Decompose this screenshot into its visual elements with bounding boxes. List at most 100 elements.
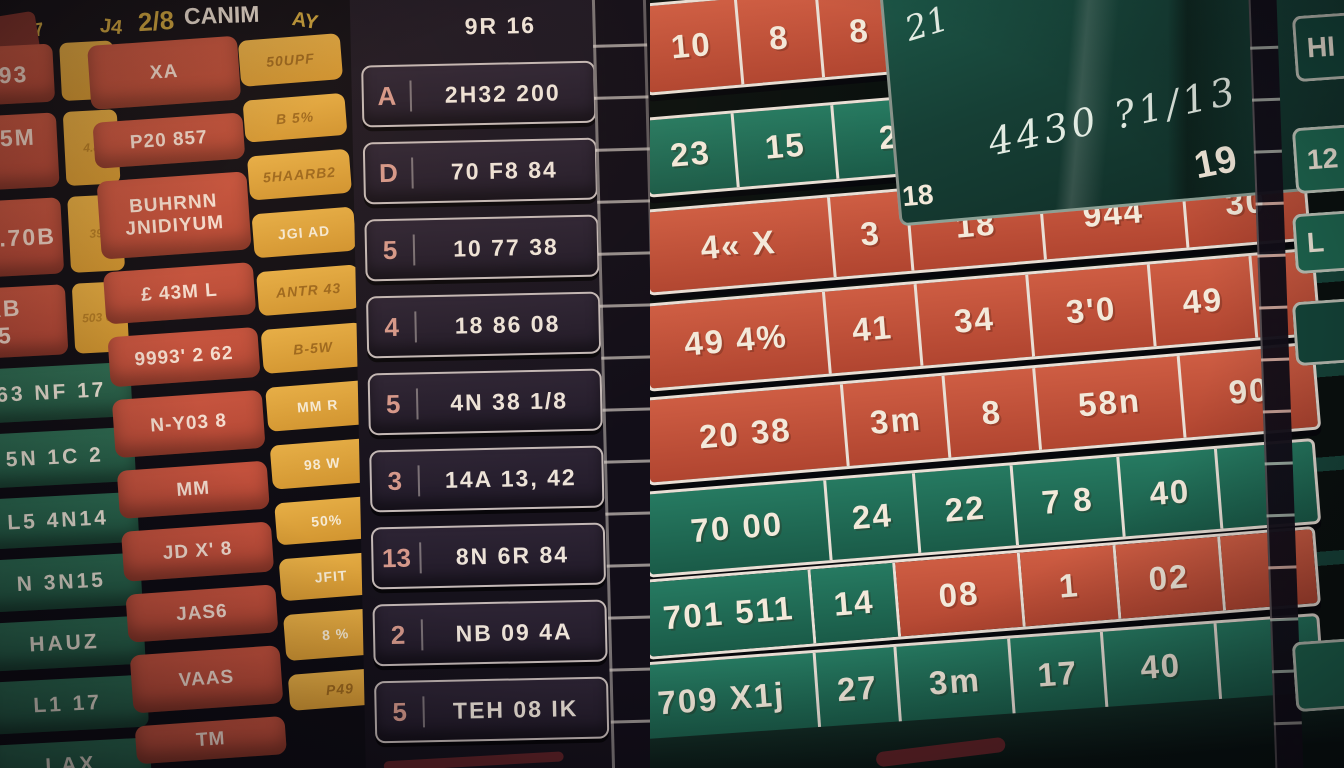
header-scribble: 2/8 — [136, 4, 176, 38]
header-scribble: CANIM — [183, 0, 260, 30]
odds-row: 9R 16 — [360, 2, 595, 51]
green-tile: N 3N15 — [0, 552, 143, 613]
edge-tile: HI — [1291, 11, 1344, 83]
red-tile: BUHRNN JNIDIYUM — [96, 171, 252, 260]
amber-tile: MM R — [265, 379, 371, 432]
top-red-tile: 10 8 8 — [650, 0, 906, 96]
slat-cell: 49 — [1149, 255, 1259, 347]
slat-cell: 02 — [1115, 536, 1226, 619]
red-tile: P20 857 — [92, 112, 246, 169]
odds-row-index: 13 — [373, 541, 422, 574]
odds-row-index: 5 — [369, 387, 419, 420]
amber-tile: 5HAARB2 — [246, 148, 353, 201]
slat-cell: 17 — [1010, 631, 1109, 717]
amber-tile: 50UPF — [237, 33, 344, 87]
green-tile: LAX — [0, 737, 153, 768]
slat-cell: 701 511 — [650, 569, 817, 657]
slat-cell: 24 — [826, 473, 922, 560]
slat-cell: 34 — [916, 274, 1036, 366]
slat-cell: 8 — [944, 368, 1042, 458]
band-number: 18 — [900, 178, 935, 213]
red-tile-label: 37.70B — [0, 197, 65, 279]
odds-row: 5 10 77 38 — [364, 214, 600, 282]
slat-cell: 22 — [914, 465, 1019, 553]
slat-cell: 58n — [1035, 355, 1187, 450]
red-tile-label: 1 B5M 7 — [0, 112, 60, 192]
dark-odds-panel: 9R 16 A 2H32 200 D 70 F8 84 5 10 77 38 4 18 86 0… — [349, 0, 621, 768]
band-number: 19 — [1190, 138, 1241, 188]
odds-row: D 70 F8 84 — [362, 137, 598, 205]
slat-cell: 1 — [1020, 544, 1121, 627]
red-tile-label: A93 — [0, 43, 56, 107]
odds-row-values: NB 09 4A — [455, 617, 573, 647]
slat-cell: 15 — [733, 104, 840, 188]
red-tile: JD X' 8 — [121, 521, 275, 582]
slat-cell: 10 — [650, 0, 745, 93]
red-tile: JAS6 — [125, 584, 279, 643]
odds-row-values: 9R 16 — [464, 11, 537, 39]
odds-row-index: D — [365, 156, 414, 189]
odds-row-values: 8N 6R 84 — [455, 540, 570, 570]
odds-row: A 2H32 200 — [361, 60, 597, 128]
slat-cell: 3m — [896, 638, 1017, 725]
slat-cell: 40 — [1102, 623, 1223, 710]
odds-row-index: 2 — [374, 618, 424, 651]
edge-tile — [1291, 637, 1344, 713]
amber-tile: B 5% — [242, 92, 348, 143]
amber-tile: B-5W — [260, 322, 366, 375]
odds-row: 3 14A 13, 42 — [369, 445, 605, 513]
odds-row-index: 5 — [376, 695, 425, 728]
red-tile: 9993' 2 62 — [107, 326, 261, 388]
odds-row-values: TEH 08 IK — [452, 694, 579, 724]
odds-row-index: 5 — [366, 233, 416, 266]
slat-cell: 41 — [824, 283, 924, 374]
slat-cell: 20 38 — [650, 384, 851, 483]
odds-row-values: 2H32 200 — [444, 78, 561, 108]
odds-row-values: 10 77 38 — [452, 232, 559, 262]
slat-cell: 3m — [843, 375, 952, 466]
odds-row: 2 NB 09 4A — [372, 599, 608, 667]
slat-cell: 14 — [810, 562, 901, 644]
red-tile: TM — [134, 715, 287, 765]
slat-cell: 8 — [736, 0, 825, 85]
red-tile: £ 43M L — [102, 262, 257, 325]
green-tile: HAUZ — [0, 615, 146, 672]
odds-row-values: 14A 13, 42 — [444, 463, 577, 493]
edge-tile — [1291, 297, 1344, 367]
slat-cell: 7 8 — [1012, 456, 1126, 545]
slat-cell: 23 — [650, 113, 741, 195]
header-scribble: AY — [290, 7, 320, 35]
edge-tile: 12 — [1291, 123, 1344, 195]
slat-cell: 08 — [894, 552, 1027, 637]
red-tile: XA — [87, 35, 242, 110]
header-scribble: J4 — [98, 14, 124, 40]
red-tile: MM — [116, 460, 270, 519]
odds-row: 4 18 86 08 — [365, 291, 602, 359]
odds-row-values: 4N 38 1/8 — [450, 386, 569, 416]
slat-cell: 4« X — [650, 197, 837, 293]
band-scribble: 21 — [900, 0, 954, 50]
odds-row-values: 18 86 08 — [454, 309, 561, 339]
odds-row: 13 8N 6R 84 — [370, 522, 607, 590]
slat-cell: 49 4% — [650, 291, 832, 389]
amber-tile: ANTR 43 — [255, 264, 362, 317]
green-tile: L1 17 — [0, 674, 149, 735]
right-edge-tiles: HI 12 L — [1291, 0, 1344, 768]
slat-cell: 27 — [815, 646, 903, 731]
odds-row-index — [360, 28, 406, 29]
slat-cell: 3'0 — [1028, 264, 1157, 357]
maroon-streak — [875, 736, 1007, 768]
edge-tile: L — [1291, 209, 1344, 275]
odds-row: 5 TEH 08 IK — [374, 676, 610, 744]
amber-tile: JGI AD — [251, 206, 357, 259]
red-tile-label: KXB 885 — [0, 284, 69, 360]
red-tile: VAAS — [129, 645, 284, 714]
slat-cell: 40 — [1119, 448, 1224, 537]
odds-row-index: 4 — [368, 310, 417, 343]
odds-row-values: 70 F8 84 — [450, 155, 559, 185]
odds-row: 5 4N 38 1/8 — [367, 368, 603, 436]
odds-row-index: 3 — [371, 464, 421, 497]
slat-cell: 70 00 — [650, 480, 833, 575]
